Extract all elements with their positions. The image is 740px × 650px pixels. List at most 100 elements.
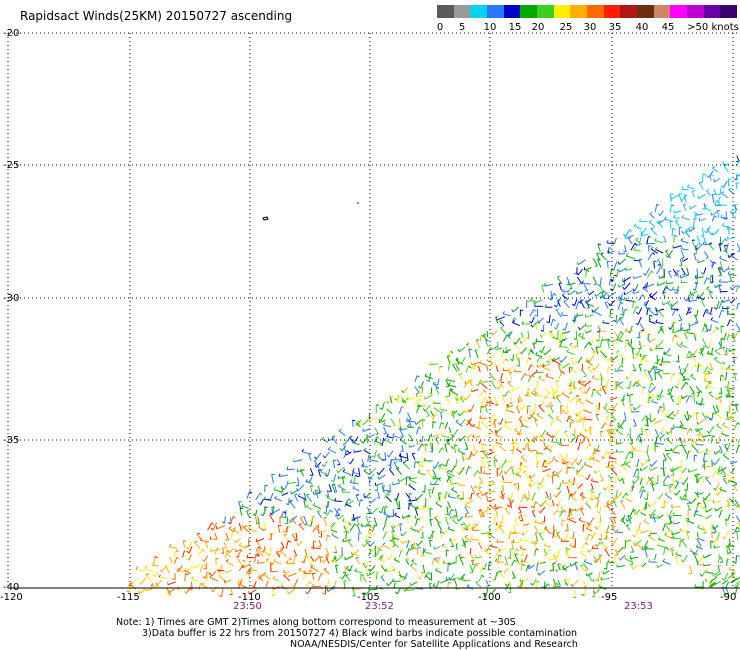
wind-barb [557, 580, 561, 587]
wind-barb [491, 444, 496, 452]
wind-barb [717, 489, 722, 496]
wind-barb-tick [305, 479, 308, 483]
wind-barb [707, 353, 714, 356]
wind-barb-tick [243, 525, 247, 528]
wind-barb-tick [710, 523, 715, 526]
wind-barb [695, 276, 705, 279]
wind-barb-tick [602, 385, 606, 388]
wind-barb [159, 576, 168, 579]
wind-barb-tick [546, 461, 549, 465]
wind-barb-tick [552, 357, 556, 361]
wind-barb [355, 516, 360, 526]
wind-barb-tick [660, 467, 664, 470]
wind-barb-tick [713, 451, 716, 455]
wind-barb [465, 523, 471, 530]
wind-barb [718, 309, 723, 319]
wind-barb-tick [624, 555, 627, 559]
wind-barb-tick [614, 460, 617, 464]
time-label-2352: 23:52 [365, 601, 394, 612]
wind-barb [475, 483, 481, 489]
wind-barb [414, 386, 420, 394]
wind-barb [633, 275, 642, 280]
wind-barb [435, 387, 440, 395]
wind-barb [672, 514, 682, 517]
wind-barb [228, 548, 234, 554]
wind-barb-tick [557, 275, 561, 278]
wind-barb [599, 350, 607, 358]
wind-barb-tick [226, 549, 230, 553]
wind-barb-tick [714, 284, 716, 288]
wind-barb-tick [657, 436, 660, 440]
wind-barb [609, 430, 616, 436]
wind-barb-tick [555, 569, 558, 573]
legend-swatch [520, 5, 537, 18]
wind-barb [371, 524, 376, 532]
wind-barb-tick [297, 493, 301, 497]
wind-barb-tick [458, 553, 461, 557]
wind-barb-tick [723, 249, 727, 253]
wind-barb-tick [611, 435, 615, 438]
wind-barb-tick [575, 360, 579, 364]
wind-barb-tick [694, 511, 697, 515]
wind-barb-tick [403, 588, 406, 592]
wind-barb [718, 341, 722, 349]
wind-barb [533, 299, 543, 304]
wind-barb-tick [603, 567, 607, 570]
wind-barb-tick [349, 479, 353, 483]
wind-barb [633, 225, 642, 230]
wind-barb-tick [506, 333, 510, 337]
wind-barb [622, 308, 626, 318]
wind-barb [286, 516, 289, 524]
wind-barb [633, 353, 640, 360]
wind-barb [704, 206, 712, 212]
wind-barb [585, 386, 591, 394]
wind-barb [647, 245, 650, 252]
wind-barb [657, 544, 665, 548]
wind-barb [728, 273, 737, 276]
wind-barb [606, 429, 611, 436]
wind-barb [616, 565, 625, 568]
wind-barb-tick [575, 413, 578, 417]
wind-barb [493, 460, 496, 468]
wind-barb-tick [591, 374, 595, 379]
wind-barb-tick [449, 361, 453, 365]
wind-barb [657, 282, 666, 287]
wind-barb-tick [360, 574, 364, 576]
wind-barb [444, 443, 448, 453]
wind-barb-tick [446, 469, 450, 473]
wind-barb [639, 340, 642, 349]
wind-barb [573, 477, 575, 486]
wind-barb-tick [617, 381, 621, 384]
wind-barb [612, 355, 619, 361]
wind-barb-tick [400, 533, 403, 537]
wind-barb [716, 424, 722, 430]
wind-barb [288, 588, 296, 595]
wind-barb-tick [664, 285, 668, 288]
wind-barb-tick [639, 218, 641, 222]
wind-barb [293, 578, 299, 588]
wind-barb [719, 375, 722, 382]
wind-barb-tick [326, 495, 330, 499]
wind-barb [561, 506, 564, 513]
wind-barb-tick [283, 569, 285, 573]
wind-barb [543, 544, 551, 548]
wind-barb-tick [218, 573, 222, 576]
wind-barb [447, 362, 451, 371]
wind-barb-tick [348, 522, 352, 526]
wind-barb-tick [534, 387, 538, 389]
wind-barb [479, 362, 487, 366]
wind-barb [559, 333, 562, 341]
wind-barb [591, 532, 596, 540]
wind-barb [713, 500, 722, 504]
wind-barb-tick [339, 576, 343, 580]
wind-barb [679, 437, 683, 446]
wind-barb [607, 461, 610, 469]
wind-barb [708, 392, 714, 398]
wind-barb [670, 428, 673, 435]
wind-barb-tick [729, 319, 733, 322]
wind-barb [370, 467, 377, 474]
wind-barb [553, 429, 560, 438]
wind-barb-tick [456, 494, 460, 497]
wind-barb-tick [566, 467, 570, 470]
wind-barb-tick [712, 435, 716, 438]
